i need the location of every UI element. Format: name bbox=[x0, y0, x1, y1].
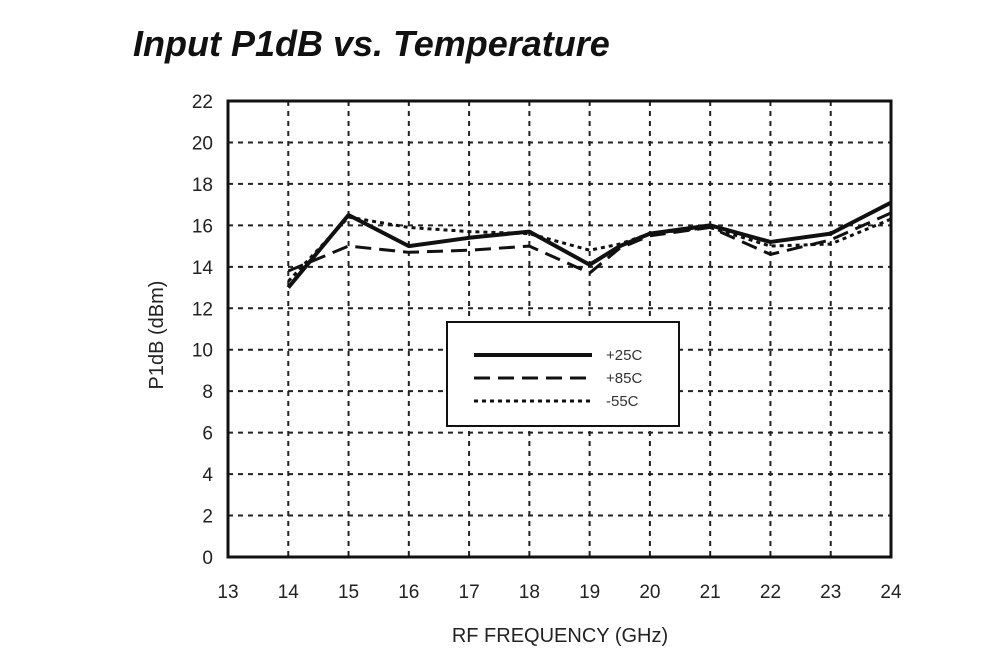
grid bbox=[228, 101, 891, 557]
y-tick-label: 4 bbox=[202, 465, 213, 486]
y-tick-label: 8 bbox=[202, 382, 213, 403]
series-line-3 bbox=[287, 215, 892, 283]
y-tick-label: 6 bbox=[202, 424, 213, 445]
x-tick-label: 22 bbox=[760, 582, 781, 603]
x-tick-label: 18 bbox=[519, 582, 540, 603]
x-tick-label: 24 bbox=[880, 582, 902, 603]
x-tick-label: 16 bbox=[398, 582, 419, 603]
legend-label: -55C bbox=[606, 393, 639, 410]
x-tick-label: 23 bbox=[820, 582, 841, 603]
x-tick-label: 13 bbox=[217, 582, 238, 603]
x-tick-label: 19 bbox=[579, 582, 600, 603]
y-tick-label: 18 bbox=[192, 175, 213, 196]
y-tick-label: 2 bbox=[202, 507, 213, 528]
x-tick-label: 17 bbox=[459, 582, 480, 603]
x-axis-label: RF FREQUENCY (GHz) bbox=[452, 625, 668, 647]
x-tick-label: 15 bbox=[338, 582, 359, 603]
x-tick-label: 21 bbox=[700, 582, 721, 603]
y-tick-label: 0 bbox=[202, 548, 213, 569]
x-tick-label: 14 bbox=[278, 582, 300, 603]
legend-box bbox=[446, 321, 680, 427]
legend: +25C +85C -55C bbox=[446, 321, 680, 427]
y-tick-label: 14 bbox=[192, 258, 214, 279]
y-tick-label: 20 bbox=[192, 133, 213, 154]
y-axis-label: P1dB (dBm) bbox=[146, 281, 168, 390]
x-tick-labels: 13 14 15 16 17 18 19 20 21 22 23 24 bbox=[217, 582, 902, 603]
series-lines bbox=[286, 200, 892, 289]
y-tick-label: 22 bbox=[192, 92, 213, 113]
chart-title: Input P1dB vs. Temperature bbox=[133, 23, 610, 64]
legend-label: +85C bbox=[606, 370, 642, 387]
plot-frame bbox=[226, 99, 893, 559]
y-tick-label: 12 bbox=[192, 299, 213, 320]
y-tick-label: 10 bbox=[192, 341, 213, 362]
series-line-1 bbox=[286, 200, 892, 289]
y-tick-label: 16 bbox=[192, 216, 213, 237]
y-tick-labels: 0 2 4 6 8 10 12 14 16 18 20 22 bbox=[192, 92, 214, 569]
legend-label: +25C bbox=[606, 347, 642, 364]
x-tick-label: 20 bbox=[639, 582, 660, 603]
